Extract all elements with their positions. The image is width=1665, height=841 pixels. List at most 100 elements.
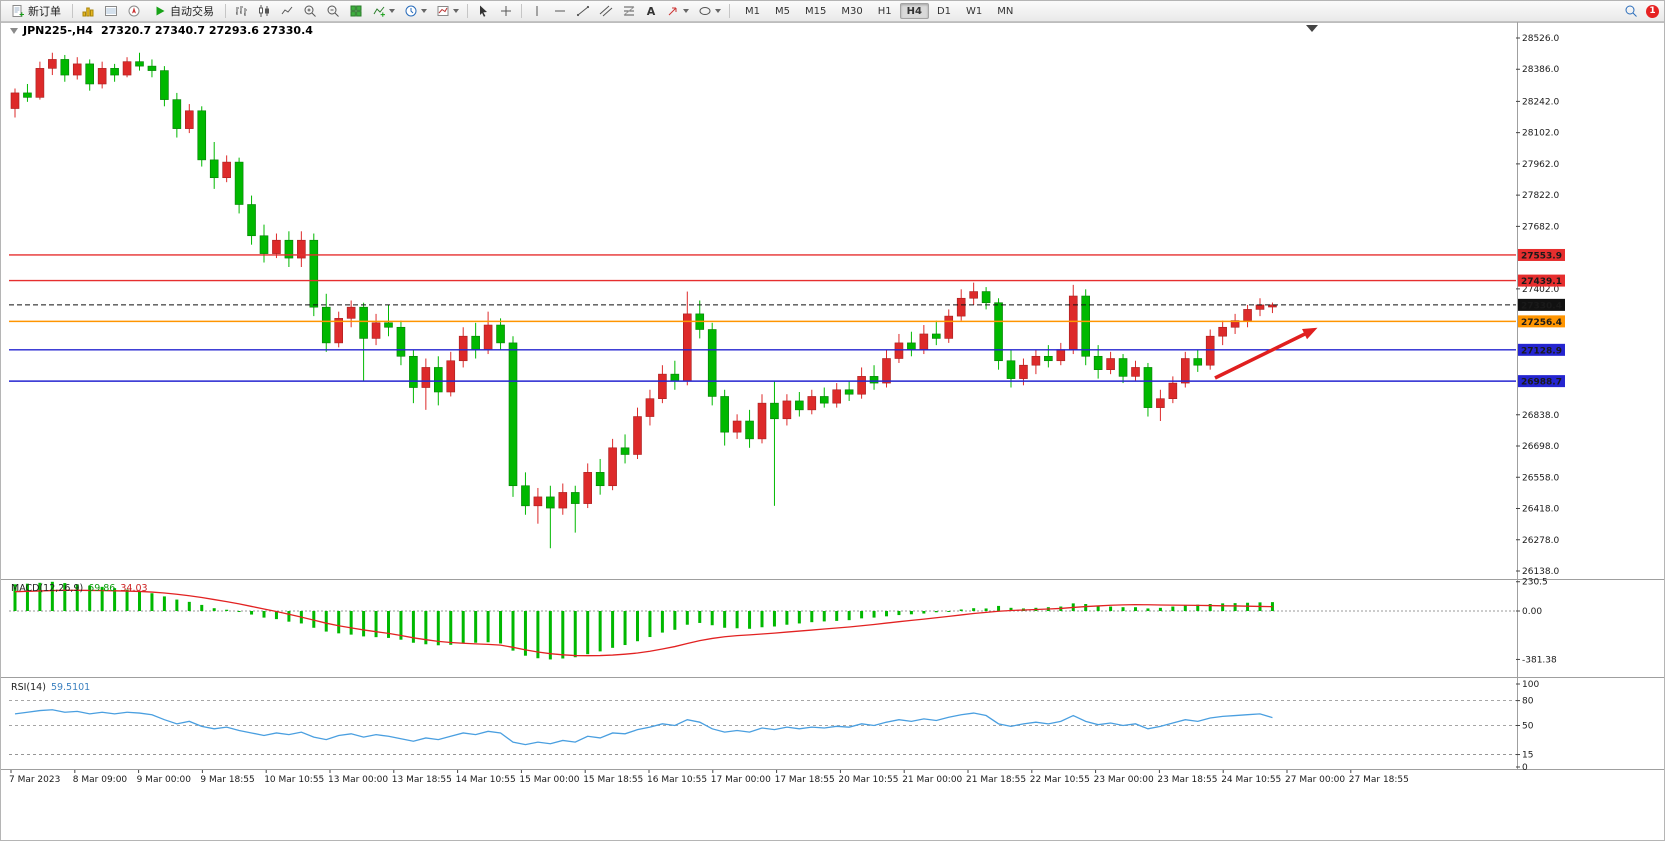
macd-histogram-bar	[387, 611, 390, 638]
timeframe-m5-button[interactable]: M5	[775, 5, 790, 17]
macd-scale-label: 230.5	[1522, 578, 1548, 588]
macd-scale-label: 0.00	[1522, 607, 1542, 617]
indicators-icon	[373, 6, 385, 17]
candle-body	[857, 376, 866, 395]
templates-button[interactable]	[432, 2, 463, 20]
chart-shift-marker[interactable]	[1306, 25, 1318, 32]
shapes-tool-button[interactable]	[694, 2, 725, 20]
text-tool-button[interactable]: A	[641, 2, 661, 20]
macd-histogram-bar	[1221, 603, 1225, 611]
timeframe-mn-button[interactable]: MN	[997, 5, 1014, 17]
new-order-label: 新订单	[28, 5, 61, 18]
macd-histogram-bar	[723, 611, 727, 628]
macd-histogram-bar	[523, 611, 527, 656]
macd-histogram-bar	[1233, 603, 1237, 611]
macd-histogram-bar	[212, 608, 216, 611]
timeframe-m1-button[interactable]: M1	[745, 5, 760, 17]
fibonacci-tool-button[interactable]	[618, 2, 640, 20]
line-chart-button[interactable]	[276, 2, 298, 20]
navigator-button[interactable]	[123, 2, 145, 20]
macd-histogram-bar	[1183, 605, 1187, 611]
macd-histogram-bar	[1158, 607, 1162, 611]
candle-body	[994, 302, 1003, 362]
price-level-badge	[1518, 343, 1565, 356]
trend-arrow[interactable]	[1214, 328, 1314, 380]
macd-histogram-bar	[959, 609, 963, 611]
candle-body	[819, 396, 829, 404]
macd-histogram-bar	[1246, 602, 1250, 611]
vertical-line-tool-button[interactable]	[526, 2, 548, 20]
timeframe-h1-button[interactable]: H1	[877, 5, 892, 17]
macd-histogram-bar	[237, 611, 241, 613]
candle-body	[670, 373, 680, 382]
timeframe-d1-button[interactable]: D1	[936, 5, 951, 17]
indicators-button[interactable]	[368, 2, 399, 20]
bar-chart-icon	[236, 6, 247, 16]
macd-histogram-bar	[436, 611, 440, 646]
tile-windows-icon	[350, 5, 362, 17]
price-tick-label: 26838.0	[1522, 411, 1559, 421]
price-tick-label: 28386.0	[1522, 65, 1559, 75]
chart-ohlc-values: 27320.7 27340.7 27293.6 27330.4	[101, 24, 313, 37]
candle-body	[682, 313, 692, 382]
channel-tool-button[interactable]	[595, 2, 617, 20]
one-click-trading-expander[interactable]	[10, 28, 18, 34]
bar-chart-button[interactable]	[230, 2, 252, 20]
candle-body	[1218, 326, 1227, 337]
macd-histogram-bar	[88, 585, 92, 611]
zoom-out-button[interactable]	[322, 2, 344, 20]
crosshair-icon	[501, 6, 511, 16]
new-order-button[interactable]: 新订单	[4, 2, 68, 20]
macd-histogram-bar	[947, 611, 951, 612]
macd-histogram-bar	[648, 611, 652, 638]
data-window-button[interactable]	[100, 2, 122, 20]
timeframe-m30-button[interactable]: M30	[841, 5, 863, 17]
candle-body	[272, 239, 281, 254]
candle-body	[409, 355, 418, 388]
periods-button[interactable]	[400, 2, 431, 20]
candle-body	[1068, 295, 1078, 350]
timeframe-m15-button[interactable]: M15	[805, 5, 827, 17]
market-watch-button[interactable]	[77, 2, 99, 20]
auto-trading-label: 自动交易	[170, 5, 214, 18]
trendline-tool-button[interactable]	[572, 2, 594, 20]
macd-histogram-bar	[673, 611, 677, 630]
macd-histogram-bar	[411, 611, 415, 643]
candle-body	[1168, 382, 1178, 399]
candle-body	[558, 492, 568, 509]
notification-badge[interactable]: 1	[1646, 4, 1659, 18]
crosshair-button[interactable]	[495, 2, 517, 20]
candle-body	[222, 161, 231, 179]
timeframe-w1-button[interactable]: W1	[966, 5, 983, 17]
macd-histogram-bar	[561, 611, 565, 659]
candle-body	[135, 61, 144, 67]
macd-histogram-bar	[25, 583, 29, 611]
candlestick-chart-button[interactable]	[253, 2, 275, 20]
candle-body	[209, 159, 219, 179]
horizontal-line-tool-button[interactable]	[549, 2, 571, 20]
auto-trading-button[interactable]: 自动交易	[146, 2, 221, 20]
macd-histogram-bar	[187, 601, 191, 611]
zoom-in-button[interactable]	[299, 2, 321, 20]
tile-windows-button[interactable]	[345, 2, 367, 20]
search-button[interactable]	[1620, 2, 1642, 20]
candle-body	[645, 398, 655, 417]
macd-histogram-bar	[175, 599, 179, 611]
macd-histogram-bar	[548, 611, 552, 660]
macd-histogram-bar	[125, 589, 129, 611]
candle-body	[1118, 358, 1128, 377]
candle-body	[981, 291, 991, 304]
cursor-button[interactable]	[472, 2, 494, 20]
price-tick-label: 27822.0	[1522, 191, 1559, 201]
price-level-badge	[1518, 375, 1565, 388]
macd-histogram-bar	[349, 611, 353, 635]
candle-body	[160, 70, 169, 100]
candle-body	[1143, 367, 1153, 408]
macd-histogram-bar	[150, 593, 154, 611]
price-tick-label: 26558.0	[1522, 473, 1559, 483]
price-level-badge-label: 27439.1	[1521, 277, 1562, 287]
timeframe-h4-button[interactable]: H4	[899, 3, 929, 19]
candle-body	[371, 322, 381, 339]
arrows-tool-button[interactable]	[662, 2, 693, 20]
